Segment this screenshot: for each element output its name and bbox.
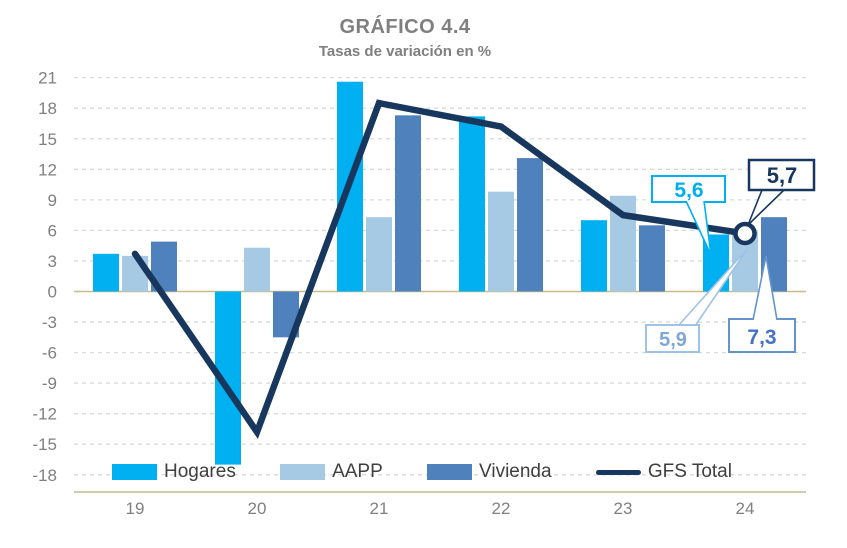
callout-box-5-9 xyxy=(645,324,700,353)
y-tick-label: 9 xyxy=(48,191,57,210)
x-tick-label: 24 xyxy=(736,499,755,518)
bar-series xyxy=(93,81,787,465)
x-tick-label: 21 xyxy=(370,499,389,518)
bar-hogares-19 xyxy=(93,253,119,292)
legend-label: GFS Total xyxy=(647,461,732,482)
bar-aapp-19 xyxy=(122,255,148,292)
callout-pointer-5-6 xyxy=(685,200,712,256)
y-tick-label: 21 xyxy=(38,69,57,88)
annotation-label-aapp: 5,9 xyxy=(659,329,687,351)
callout-box-5-7 xyxy=(747,158,816,192)
x-axis-labels: 19 20 21 22 23 24 xyxy=(126,499,755,518)
title-block: GRÁFICO 4.4 Tasas de variación en % xyxy=(0,16,810,60)
x-tick-label: 22 xyxy=(492,499,511,518)
legend-item-vivienda: Vivienda xyxy=(427,461,552,483)
legend-swatch-vivienda xyxy=(427,464,473,480)
x-tick-label: 19 xyxy=(126,499,145,518)
x-tick-label: 23 xyxy=(614,499,633,518)
y-tick-label: -9 xyxy=(42,374,57,393)
bar-vivienda-21 xyxy=(395,115,421,292)
y-tick-label: -6 xyxy=(42,344,57,363)
bar-hogares-22 xyxy=(459,116,485,292)
y-tick-label: 18 xyxy=(38,99,57,118)
legend-swatch-hogares xyxy=(112,464,157,480)
chart-subtitle: Tasas de variación en % xyxy=(318,43,492,60)
gridlines xyxy=(74,77,806,493)
callout-pointer-7-3 xyxy=(752,255,778,321)
x-tick-label: 20 xyxy=(248,499,267,518)
bar-vivienda-23 xyxy=(639,225,665,292)
legend-item-aapp: AAPP xyxy=(280,461,383,483)
legend: Hogares AAPP Vivienda GFS Total xyxy=(112,459,732,485)
bar-aapp-20 xyxy=(244,247,270,292)
y-tick-label: -15 xyxy=(32,435,57,454)
legend-swatch-gfs-total xyxy=(595,469,641,475)
annotations: 5,6 5,9 7,3 5,7 xyxy=(645,158,816,353)
legend-swatch-aapp xyxy=(280,464,326,480)
legend-item-hogares: Hogares xyxy=(112,461,236,483)
chart-title: GRÁFICO 4.4 xyxy=(339,16,471,38)
line-end-marker xyxy=(733,221,757,246)
y-tick-label: 12 xyxy=(38,160,57,179)
callout-pointer-5-9 xyxy=(677,247,749,327)
legend-label: AAPP xyxy=(332,461,383,482)
y-tick-label: 3 xyxy=(48,252,57,271)
y-tick-label: 15 xyxy=(38,130,57,149)
y-tick-label: 6 xyxy=(48,221,57,240)
annotation-label-vivienda: 7,3 xyxy=(747,326,776,349)
y-tick-label: -12 xyxy=(32,405,57,424)
bar-vivienda-22 xyxy=(517,158,543,292)
y-tick-label: 0 xyxy=(48,283,57,302)
y-axis-labels: -18 -15 -12 -9 -6 -3 0 3 6 9 12 15 18 21 xyxy=(32,69,57,485)
bar-aapp-22 xyxy=(488,191,514,292)
line-series xyxy=(131,99,749,440)
y-tick-label: -18 xyxy=(32,466,57,485)
legend-label: Hogares xyxy=(164,461,236,482)
bar-hogares-23 xyxy=(581,220,607,292)
legend-item-gfs-total: GFS Total xyxy=(595,461,732,483)
bar-aapp-21 xyxy=(366,217,392,292)
callout-box-7-3 xyxy=(728,318,796,353)
gfs-total-line xyxy=(131,99,749,440)
y-tick-label: -3 xyxy=(42,313,57,332)
legend-label: Vivienda xyxy=(479,461,552,482)
annotation-label-hogares: 5,6 xyxy=(674,179,703,202)
annotation-label-gfs-total: 5,7 xyxy=(767,163,798,188)
